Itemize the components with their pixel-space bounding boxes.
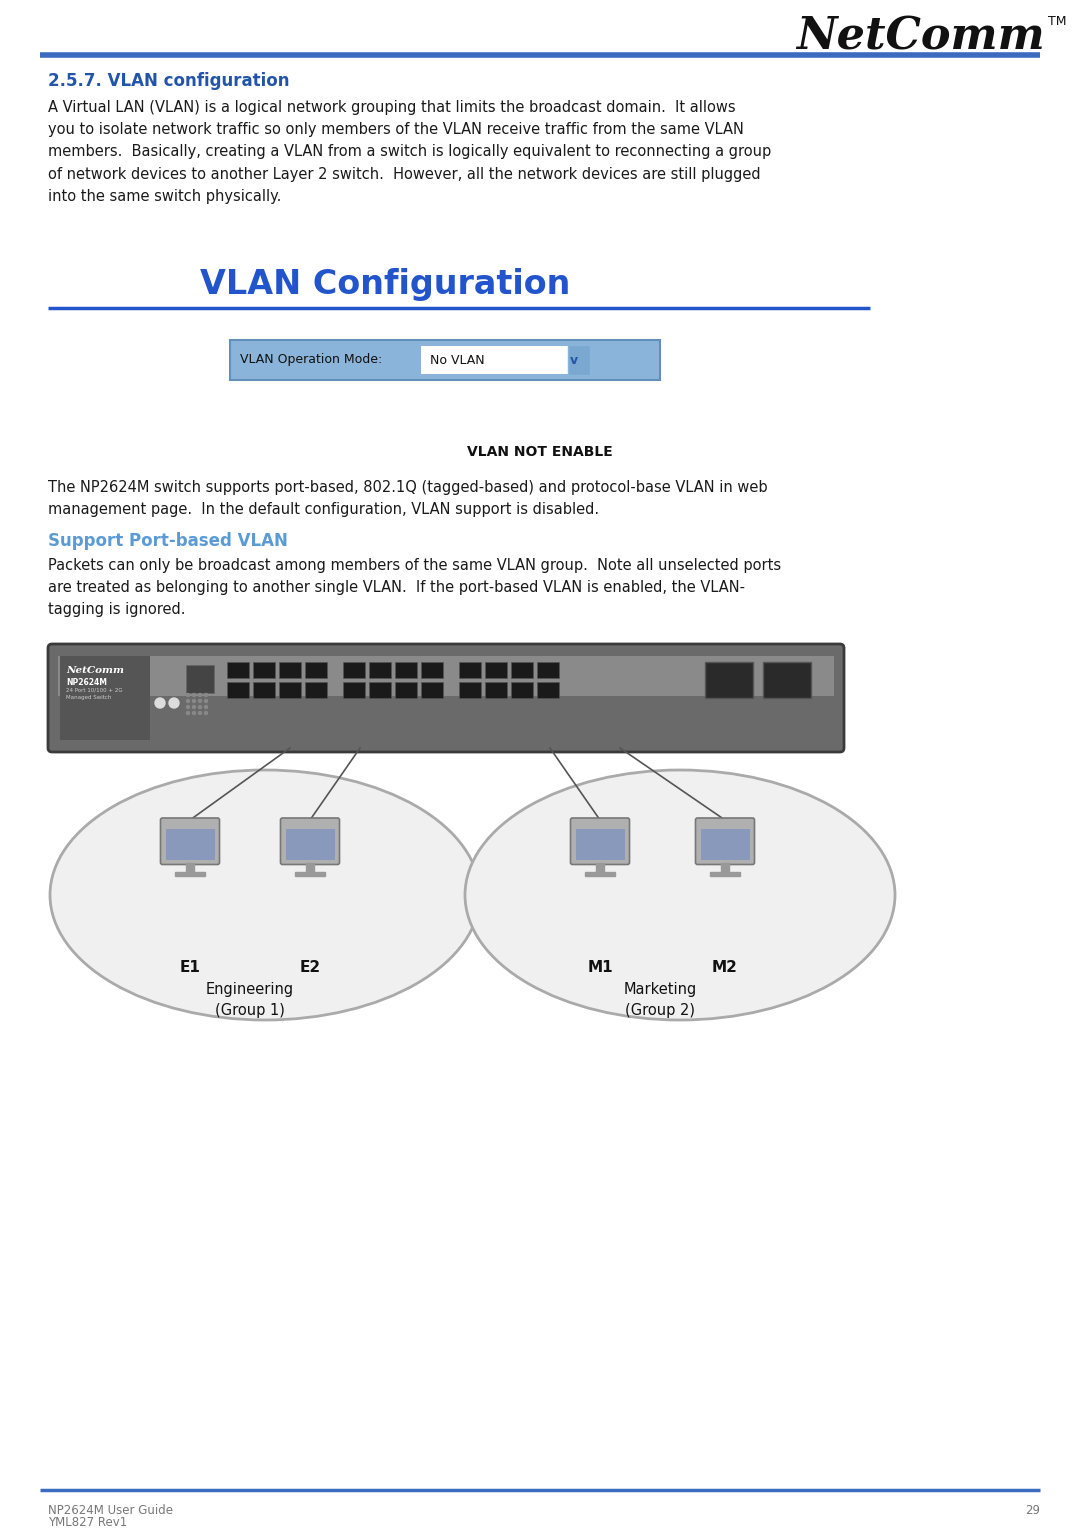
Circle shape [192,700,195,703]
Bar [710,872,740,875]
FancyBboxPatch shape [459,682,481,699]
FancyBboxPatch shape [343,682,365,699]
Circle shape [168,699,179,708]
FancyBboxPatch shape [421,682,443,699]
Bar [295,872,325,875]
FancyBboxPatch shape [285,829,335,859]
Circle shape [156,699,165,708]
FancyBboxPatch shape [570,818,630,864]
Bar [721,863,729,872]
Text: Support Port-based VLAN: Support Port-based VLAN [48,532,288,550]
Text: TM: TM [1048,15,1067,28]
Circle shape [199,694,202,697]
Bar [186,863,193,872]
Text: M1: M1 [588,961,612,974]
Text: NP2624M User Guide: NP2624M User Guide [48,1504,173,1517]
Text: No VLAN: No VLAN [430,354,485,366]
FancyBboxPatch shape [395,682,417,699]
Text: 29: 29 [1025,1504,1040,1517]
Circle shape [204,706,207,708]
Text: Managed Switch: Managed Switch [66,696,111,700]
Text: VLAN NOT ENABLE: VLAN NOT ENABLE [468,444,612,460]
Text: The NP2624M switch supports port-based, 802.1Q (tagged-based) and protocol-base : The NP2624M switch supports port-based, … [48,480,768,518]
FancyBboxPatch shape [60,656,150,740]
FancyBboxPatch shape [281,818,339,864]
Text: M2: M2 [712,961,738,974]
Ellipse shape [50,771,480,1020]
FancyBboxPatch shape [705,662,753,699]
FancyBboxPatch shape [576,829,624,859]
Circle shape [204,711,207,714]
FancyBboxPatch shape [696,818,755,864]
FancyBboxPatch shape [253,682,275,699]
Text: NetComm: NetComm [66,666,124,676]
FancyBboxPatch shape [253,662,275,679]
Bar [307,863,314,872]
Circle shape [187,700,189,703]
FancyBboxPatch shape [421,662,443,679]
FancyBboxPatch shape [369,662,391,679]
Bar [585,872,615,875]
Text: NP2624M: NP2624M [66,679,107,686]
FancyBboxPatch shape [511,682,534,699]
FancyBboxPatch shape [369,682,391,699]
FancyBboxPatch shape [230,340,660,380]
Text: 2.5.7. VLAN configuration: 2.5.7. VLAN configuration [48,72,289,90]
FancyBboxPatch shape [186,665,214,692]
Text: YML827 Rev1: YML827 Rev1 [48,1517,127,1529]
FancyBboxPatch shape [58,656,834,696]
Circle shape [192,694,195,697]
Circle shape [204,700,207,703]
Text: Packets can only be broadcast among members of the same VLAN group.  Note all un: Packets can only be broadcast among memb… [48,558,781,617]
FancyBboxPatch shape [537,662,559,679]
Text: Marketing
(Group 2): Marketing (Group 2) [623,982,697,1017]
FancyBboxPatch shape [279,662,301,679]
FancyBboxPatch shape [420,345,590,375]
FancyBboxPatch shape [537,682,559,699]
Circle shape [187,694,189,697]
FancyBboxPatch shape [485,662,507,679]
Circle shape [187,706,189,708]
Bar [175,872,205,875]
FancyBboxPatch shape [165,829,215,859]
Text: NetComm: NetComm [796,15,1045,58]
Ellipse shape [465,771,895,1020]
Circle shape [192,706,195,708]
Circle shape [199,711,202,714]
FancyBboxPatch shape [227,662,249,679]
FancyBboxPatch shape [762,662,811,699]
FancyBboxPatch shape [485,682,507,699]
Text: E1: E1 [179,961,201,974]
Circle shape [187,711,189,714]
Text: VLAN Operation Mode:: VLAN Operation Mode: [240,354,382,366]
FancyBboxPatch shape [227,682,249,699]
FancyBboxPatch shape [511,662,534,679]
Circle shape [192,711,195,714]
FancyBboxPatch shape [395,662,417,679]
FancyBboxPatch shape [568,345,590,375]
Circle shape [199,700,202,703]
FancyBboxPatch shape [48,643,843,752]
Text: A Virtual LAN (VLAN) is a logical network grouping that limits the broadcast dom: A Virtual LAN (VLAN) is a logical networ… [48,100,771,204]
FancyBboxPatch shape [279,682,301,699]
Text: E2: E2 [299,961,321,974]
FancyBboxPatch shape [343,662,365,679]
FancyBboxPatch shape [305,662,327,679]
Circle shape [199,706,202,708]
Circle shape [204,694,207,697]
Text: Engineering
(Group 1): Engineering (Group 1) [206,982,294,1017]
FancyBboxPatch shape [305,682,327,699]
Text: VLAN Configuration: VLAN Configuration [200,268,570,300]
FancyBboxPatch shape [161,818,219,864]
Text: v: v [570,354,578,366]
FancyBboxPatch shape [459,662,481,679]
Bar [596,863,604,872]
Text: 24 Port 10/100 + 2G: 24 Port 10/100 + 2G [66,686,123,692]
FancyBboxPatch shape [701,829,750,859]
